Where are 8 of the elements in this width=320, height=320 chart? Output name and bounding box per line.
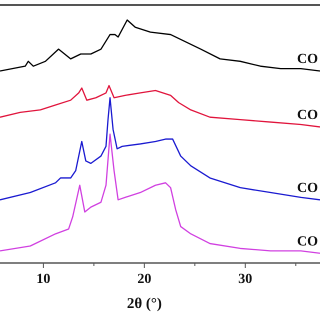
series-label: CO	[297, 52, 318, 68]
series-label: CO	[297, 108, 318, 123]
x-tick-label: 30	[238, 272, 252, 287]
x-axis-title: 2θ (°)	[126, 296, 162, 312]
x-tick-label: 10	[36, 272, 50, 287]
series-label: CO	[297, 234, 318, 250]
series-label: CO	[297, 180, 318, 196]
x-tick-label: 20	[137, 272, 152, 287]
